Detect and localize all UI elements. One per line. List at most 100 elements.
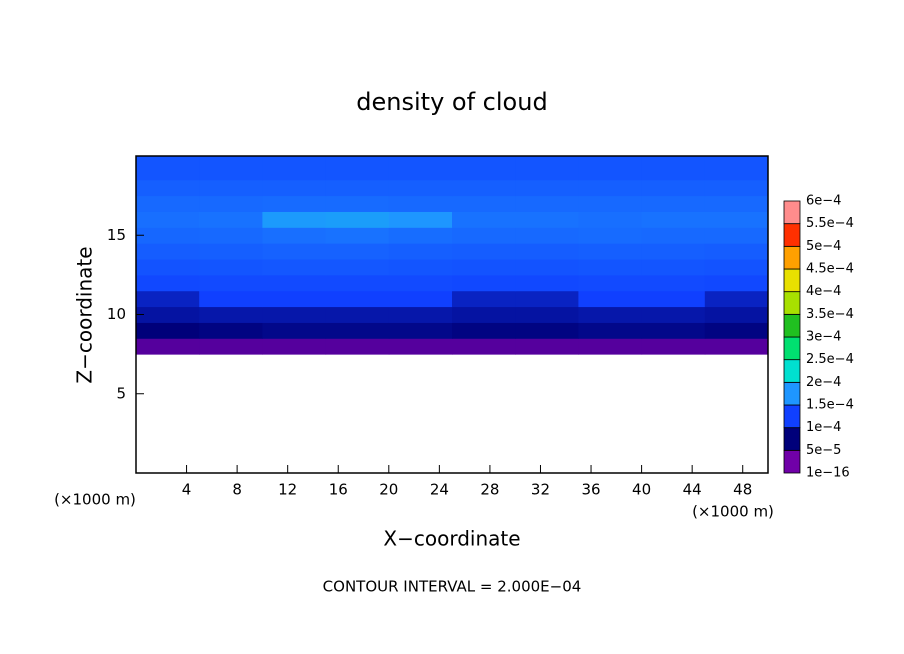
- contour-cell: [578, 322, 643, 339]
- contour-cell: [325, 259, 390, 276]
- y-unit-label: (×1000 m): [54, 491, 136, 509]
- contour-cell: [262, 211, 327, 228]
- contour-cell: [325, 243, 390, 260]
- contour-cell: [578, 243, 643, 260]
- contour-cell: [199, 306, 263, 323]
- contour-cell: [325, 227, 390, 244]
- x-tick-label: 48: [733, 481, 752, 499]
- contour-cell: [388, 195, 453, 212]
- contour-cell: [578, 259, 643, 276]
- contour-cell: [136, 274, 200, 292]
- contour-cell: [388, 227, 453, 244]
- contour-cell: [199, 179, 263, 197]
- y-axis-label: Z−coordinate: [73, 246, 97, 383]
- contour-cell: [641, 179, 706, 197]
- contour-cell: [578, 195, 643, 212]
- contour-cell: [641, 259, 706, 276]
- contour-cell: [515, 156, 579, 181]
- y-tick-label: 10: [107, 305, 126, 323]
- contour-cell: [578, 211, 643, 228]
- contour-cell: [325, 274, 390, 292]
- contour-cell: [136, 290, 200, 308]
- contour-cell: [136, 179, 200, 197]
- contour-cell: [452, 195, 516, 212]
- contour-cell: [452, 179, 516, 197]
- contour-cell: [325, 322, 390, 339]
- contour-cell: [325, 156, 390, 181]
- colorbar-segment: [783, 381, 801, 406]
- contour-cell: [641, 274, 706, 292]
- contour-cell: [388, 243, 453, 260]
- x-tick-label: 36: [581, 481, 600, 499]
- contour-cell: [578, 156, 643, 181]
- contour-cell: [388, 211, 453, 228]
- x-tick-label: 4: [182, 481, 192, 499]
- contour-cell: [262, 227, 327, 244]
- contour-cell: [452, 306, 516, 323]
- y-tick-label: 5: [116, 384, 126, 402]
- contour-cell: [199, 156, 263, 181]
- contour-cell: [704, 338, 769, 355]
- contour-cell: [515, 227, 579, 244]
- colorbar-segment: [783, 404, 801, 429]
- contour-cell: [641, 243, 706, 260]
- contour-cell: [325, 306, 390, 323]
- contour-cell: [136, 211, 200, 228]
- contour-cell: [262, 290, 327, 308]
- colorbar-label: 2.5e−4: [806, 352, 854, 367]
- contour-cell: [641, 211, 706, 228]
- contour-cell: [515, 259, 579, 276]
- contour-cell: [641, 322, 706, 339]
- colorbar-segment: [783, 200, 801, 225]
- contour-cell: [388, 338, 453, 355]
- contour-cell: [704, 306, 769, 323]
- contour-cell: [578, 338, 643, 355]
- contour-cell: [388, 322, 453, 339]
- contour-cell: [136, 306, 200, 323]
- chart-title: density of cloud: [356, 88, 547, 116]
- contour-cell: [262, 274, 327, 292]
- contour-cell: [452, 156, 516, 181]
- colorbar-label: 5e−5: [806, 443, 841, 458]
- x-tick-label: 16: [329, 481, 348, 499]
- colorbar-segment: [783, 427, 801, 451]
- colorbar-label: 5.5e−4: [806, 216, 854, 231]
- contour-cell: [452, 322, 516, 339]
- contour-cell: [515, 243, 579, 260]
- contour-cell: [704, 243, 769, 260]
- colorbar-label: 3.5e−4: [806, 307, 854, 322]
- colorbar-segment: [783, 313, 801, 338]
- contour-cell: [641, 227, 706, 244]
- colorbar-label: 2e−4: [806, 375, 841, 390]
- contour-cell: [199, 290, 263, 308]
- contour-cell: [388, 259, 453, 276]
- x-tick-label: 8: [232, 481, 242, 499]
- contour-cell: [515, 322, 579, 339]
- contour-cell: [452, 274, 516, 292]
- colorbar-label: 1e−16: [806, 466, 850, 481]
- contour-cell: [199, 243, 263, 260]
- colorbar-label: 1e−4: [806, 420, 841, 435]
- colorbar-segment: [783, 268, 801, 293]
- colorbar-label: 3e−4: [806, 330, 841, 345]
- contour-cell: [325, 338, 390, 355]
- colorbar-segment: [783, 291, 801, 315]
- contour-cell: [199, 259, 263, 276]
- contour-cell: [262, 179, 327, 197]
- colorbar-segment: [783, 245, 801, 270]
- contour-cell: [388, 274, 453, 292]
- y-tick-label: 15: [107, 226, 126, 244]
- colorbar-label: 4.5e−4: [806, 262, 854, 277]
- contour-cell: [199, 274, 263, 292]
- contour-cell: [452, 259, 516, 276]
- colorbar-label: 5e−4: [806, 239, 841, 254]
- contour-cell: [199, 338, 263, 355]
- contour-cell: [578, 227, 643, 244]
- contour-cell: [578, 179, 643, 197]
- x-tick-label: 32: [531, 481, 550, 499]
- contour-cell: [641, 306, 706, 323]
- contour-cell: [452, 211, 516, 228]
- contour-cell: [578, 290, 643, 308]
- contour-cell: [515, 306, 579, 323]
